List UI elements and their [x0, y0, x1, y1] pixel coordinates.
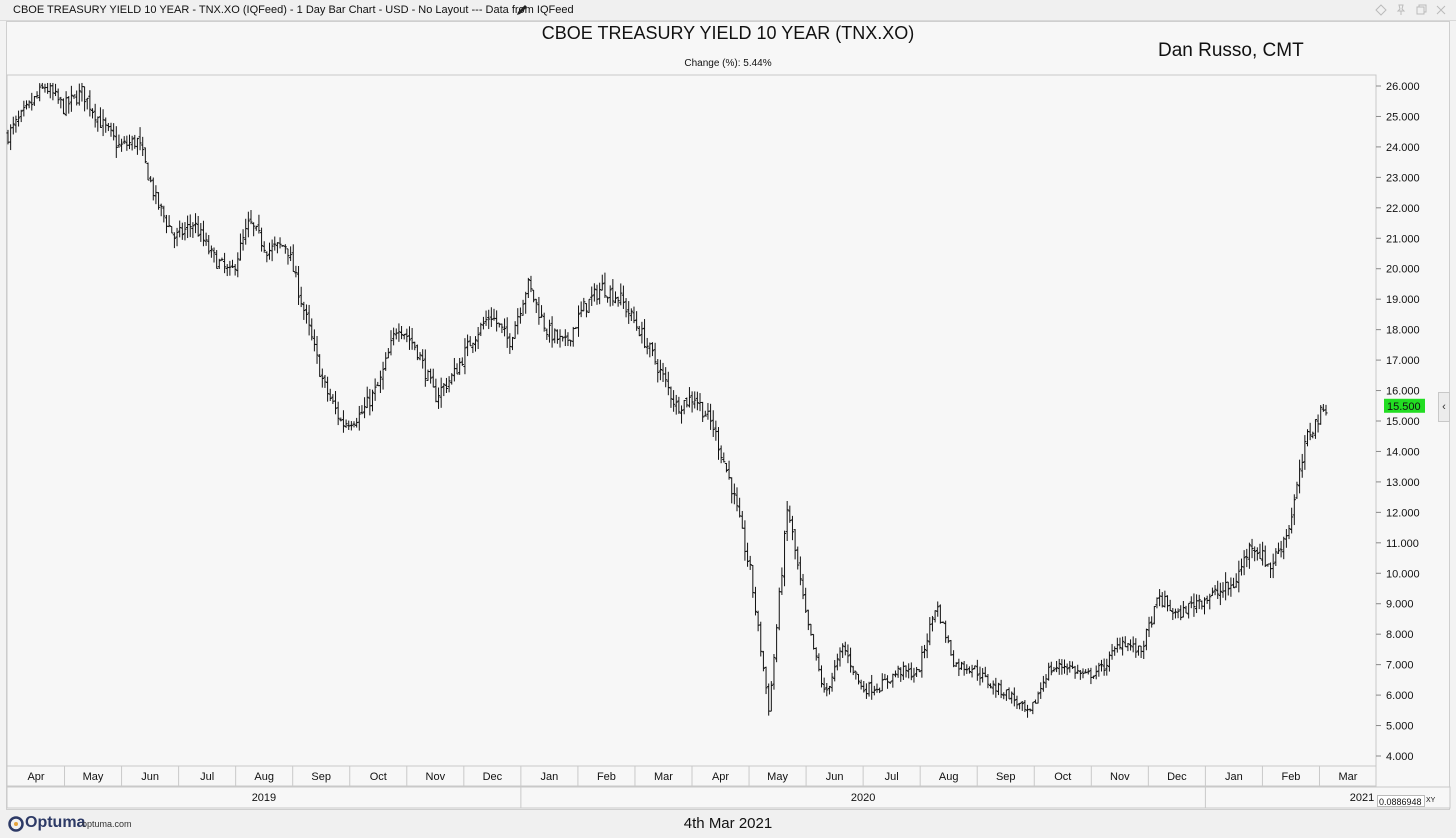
footer-bar: Optuma optuma.com 4th Mar 2021: [0, 810, 1456, 838]
x-month-label: Jan: [541, 771, 559, 783]
x-year-label: 2019: [252, 792, 276, 804]
x-month-label: Mar: [654, 771, 673, 783]
y-tick-label: 11.000: [1386, 538, 1419, 550]
x-month-label: Dec: [1167, 771, 1187, 783]
y-tick-label: 15.000: [1386, 416, 1420, 428]
y-tick-label: 22.000: [1386, 203, 1420, 215]
x-month-label: Jul: [200, 771, 214, 783]
y-tick-label: 8.000: [1386, 629, 1414, 641]
x-month-label: May: [767, 771, 788, 783]
x-month-label: Jul: [885, 771, 899, 783]
window-controls: [1374, 3, 1448, 17]
x-month-label: Sep: [311, 771, 331, 783]
y-tick-label: 23.000: [1386, 172, 1420, 184]
y-tick-label: 21.000: [1386, 233, 1420, 245]
x-month-label: Apr: [27, 771, 44, 783]
author-label: Dan Russo, CMT: [1158, 40, 1304, 61]
x-month-label: Nov: [1110, 771, 1130, 783]
collapse-arrow-icon[interactable]: ‹: [1438, 392, 1450, 422]
last-price-label: 15.500: [1387, 401, 1421, 413]
y-tick-label: 16.000: [1386, 386, 1420, 398]
footer-date: 4th Mar 2021: [683, 815, 773, 832]
y-tick-label: 4.000: [1386, 751, 1414, 763]
x-month-label: Feb: [597, 771, 616, 783]
y-tick-label: 19.000: [1386, 294, 1420, 306]
y-tick-label: 7.000: [1386, 660, 1414, 672]
y-tick-label: 5.000: [1386, 721, 1414, 733]
change-percent-label: Change (%): 5.44%: [684, 58, 772, 69]
x-month-label: Aug: [254, 771, 274, 783]
scale-value-field[interactable]: 0.0886948: [1377, 795, 1425, 807]
y-tick-label: 20.000: [1386, 264, 1420, 276]
title-bar: CBOE TREASURY YIELD 10 YEAR - TNX.XO (IQ…: [0, 0, 1456, 21]
x-month-label: Jan: [1225, 771, 1243, 783]
close-icon[interactable]: [1434, 3, 1448, 17]
y-tick-label: 25.000: [1386, 111, 1420, 123]
scale-mode-toggle[interactable]: XY: [1426, 797, 1436, 804]
y-tick-label: 12.000: [1386, 507, 1420, 519]
y-tick-label: 24.000: [1386, 142, 1420, 154]
x-month-label: Dec: [483, 771, 503, 783]
pencil-icon[interactable]: [515, 3, 529, 17]
y-tick-label: 9.000: [1386, 599, 1414, 611]
x-year-label: 2021: [1350, 792, 1374, 804]
x-month-label: Nov: [426, 771, 446, 783]
y-tick-label: 18.000: [1386, 325, 1420, 337]
y-tick-label: 14.000: [1386, 446, 1420, 458]
chart-title: CBOE TREASURY YIELD 10 YEAR (TNX.XO): [541, 23, 915, 43]
x-year-label: 2020: [851, 792, 875, 804]
x-month-label: Aug: [939, 771, 959, 783]
x-month-label: Oct: [370, 771, 387, 783]
window-title: CBOE TREASURY YIELD 10 YEAR - TNX.XO (IQ…: [13, 4, 574, 16]
restore-icon[interactable]: [1414, 3, 1428, 17]
x-month-label: Apr: [712, 771, 729, 783]
x-month-label: Feb: [1281, 771, 1300, 783]
logo-text: Optuma: [25, 814, 86, 831]
x-month-label: May: [83, 771, 104, 783]
logo-url[interactable]: optuma.com: [82, 819, 132, 829]
year-axis: [6, 786, 1451, 809]
optuma-logo-icon: [8, 816, 24, 832]
x-month-label: Jun: [826, 771, 844, 783]
x-month-label: Oct: [1054, 771, 1071, 783]
pin-icon[interactable]: [1394, 3, 1408, 17]
y-tick-label: 13.000: [1386, 477, 1420, 489]
y-tick-label: 6.000: [1386, 690, 1414, 702]
y-tick-label: 26.000: [1386, 81, 1420, 93]
diamond-icon[interactable]: [1374, 3, 1388, 17]
x-month-label: Mar: [1339, 771, 1358, 783]
x-month-label: Jun: [141, 771, 159, 783]
plot-area[interactable]: [6, 74, 1377, 767]
y-tick-label: 17.000: [1386, 355, 1420, 367]
y-tick-label: 10.000: [1386, 568, 1420, 580]
x-month-label: Sep: [996, 771, 1016, 783]
last-price-badge: [1384, 398, 1425, 413]
